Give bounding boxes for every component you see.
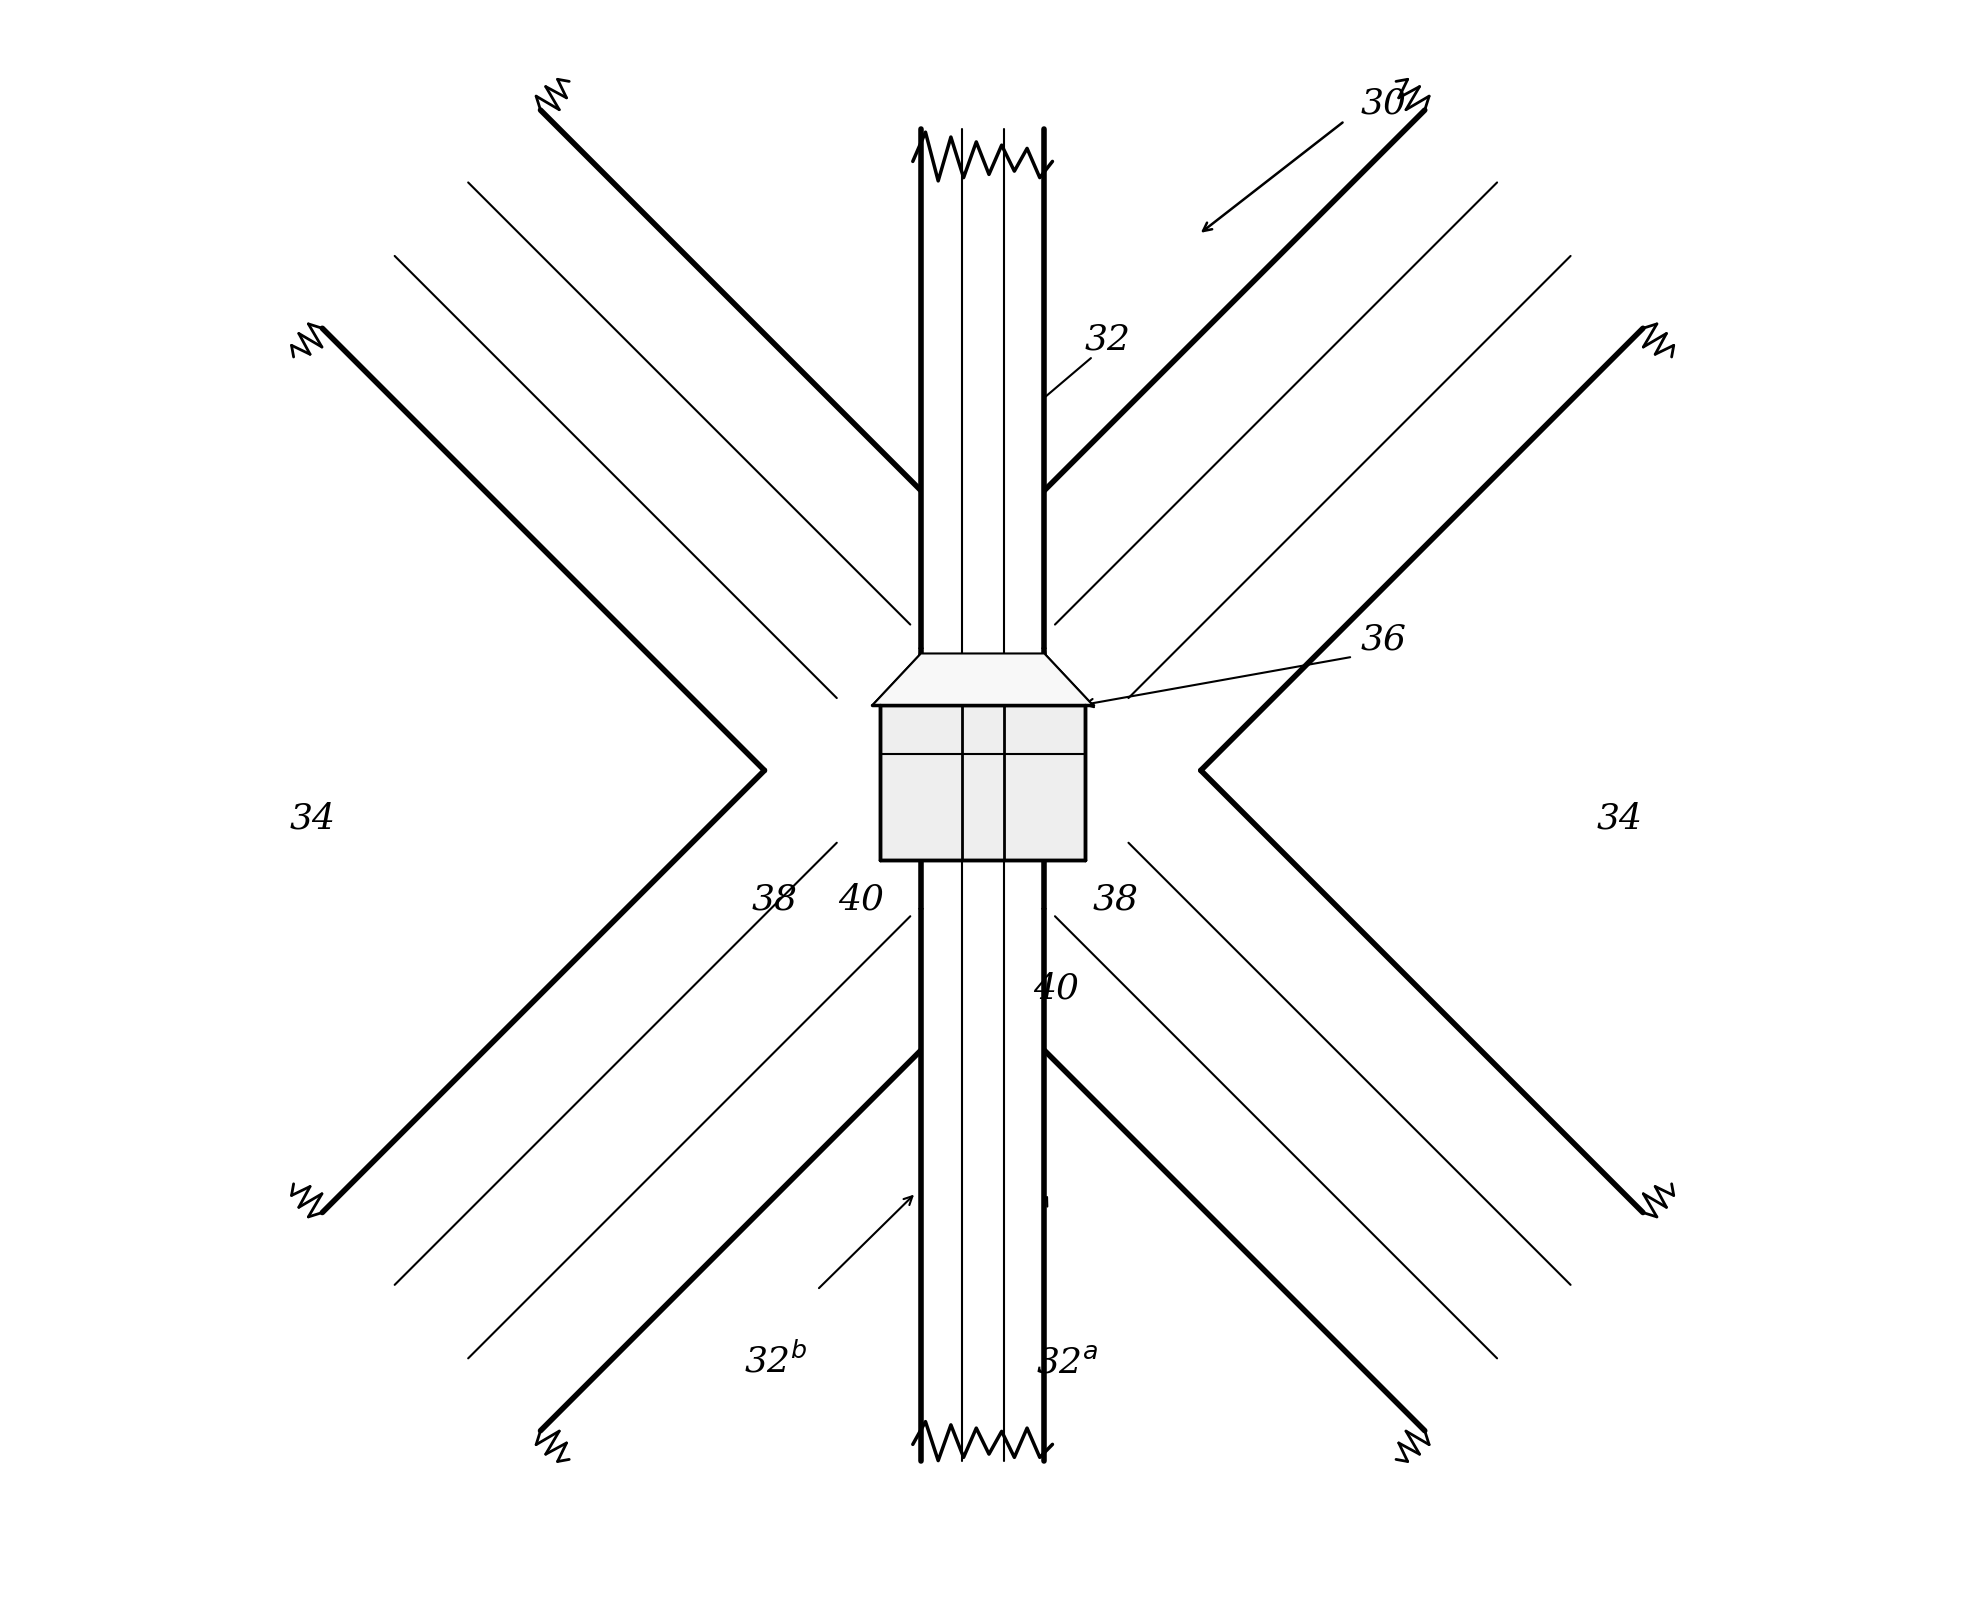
Text: 38: 38 [1092,881,1140,915]
Text: 40: 40 [837,881,885,915]
Text: 32$^b$: 32$^b$ [745,1341,808,1378]
Polygon shape [322,771,984,1431]
Polygon shape [984,771,1643,1431]
Polygon shape [873,646,920,706]
Polygon shape [920,909,1045,1509]
Text: 32: 32 [1084,321,1132,355]
Text: 30: 30 [1361,86,1406,120]
Text: 36: 36 [1361,622,1406,656]
Polygon shape [873,654,1092,706]
Polygon shape [322,110,984,771]
Polygon shape [905,649,1061,909]
Text: 40: 40 [1033,971,1078,1005]
Text: 34: 34 [288,800,336,834]
Text: 32$^a$: 32$^a$ [1037,1344,1098,1378]
Text: 38: 38 [752,881,798,915]
Polygon shape [881,706,1084,860]
Text: 34: 34 [1596,800,1643,834]
Polygon shape [984,110,1643,771]
Polygon shape [1045,646,1092,706]
Polygon shape [920,81,1045,649]
